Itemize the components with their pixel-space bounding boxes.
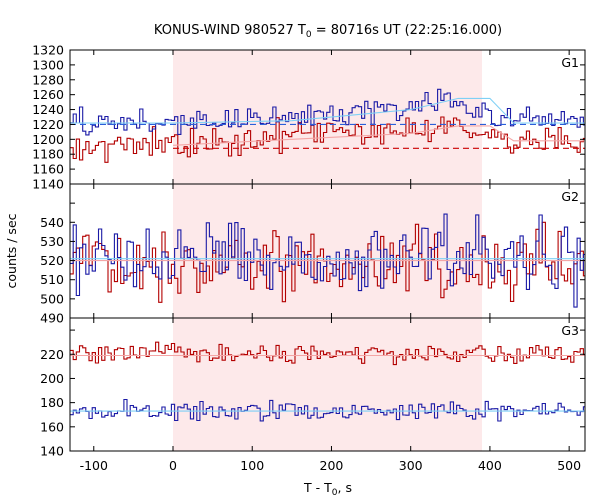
- y-tick-label: 520: [40, 253, 64, 268]
- y-tick-label: 1320: [32, 43, 64, 58]
- y-tick-label: 1200: [32, 132, 64, 147]
- x-axis-label-rest: , s: [338, 480, 352, 495]
- chart-title: KONUS-WIND 980527 T0 = 80716s UT (22:25:…: [154, 23, 502, 40]
- x-tick-label: 100: [240, 458, 264, 473]
- panel-label-G2: G2: [561, 189, 579, 204]
- fit-line-G1-0: [70, 97, 585, 124]
- y-tick-label: 1260: [32, 87, 64, 102]
- y-tick-label: 220: [40, 347, 64, 362]
- y-tick-label: 160: [40, 419, 64, 434]
- y-tick-label: 140: [40, 444, 64, 459]
- x-axis-label: T - T0, s: [303, 480, 352, 498]
- panel-frame-G3: [69, 317, 586, 452]
- y-tick-label: 200: [40, 371, 64, 386]
- y-tick-label: 510: [40, 272, 64, 287]
- x-axis-label-subscript: 0: [332, 488, 338, 498]
- series-G1-blue: [70, 88, 585, 136]
- x-tick-label: 200: [320, 458, 344, 473]
- panel-data-G2: [70, 213, 585, 308]
- panel-data-G1: [70, 88, 585, 163]
- y-tick-label: 180: [40, 395, 64, 410]
- series-G3-blue: [70, 398, 585, 422]
- plot-area: 1140116011801200122012401260128013001320…: [32, 43, 586, 473]
- y-tick-label: 1240: [32, 102, 64, 117]
- y-tick-label: 530: [40, 234, 64, 249]
- y-tick-label: 1300: [32, 57, 64, 72]
- panel-label-G3: G3: [561, 323, 579, 338]
- panel-label-G1: G1: [561, 55, 579, 70]
- series-G3-red: [70, 341, 585, 366]
- y-tick-label: 490: [40, 311, 64, 326]
- series-G1-red: [70, 116, 585, 163]
- y-axis-label: counts / sec: [4, 213, 19, 288]
- panel-data-G3: [70, 341, 585, 422]
- y-tick-label: 540: [40, 215, 64, 230]
- burst-interval-band: [173, 318, 482, 451]
- x-tick-label: -100: [80, 458, 108, 473]
- x-axis-label-main: T - T: [303, 480, 332, 495]
- chart-title-rest: = 80716s UT (22:25:16.000): [312, 23, 502, 38]
- y-tick-label: 1220: [32, 117, 64, 132]
- y-tick-label: 1140: [32, 177, 64, 192]
- chart-title-main: KONUS-WIND 980527 T: [154, 23, 306, 38]
- y-tick-label: 1280: [32, 72, 64, 87]
- x-tick-label: 500: [557, 458, 581, 473]
- series-G2-blue: [70, 213, 585, 308]
- x-tick-label: 300: [399, 458, 423, 473]
- x-tick-label: 0: [169, 458, 177, 473]
- y-tick-label: 1160: [32, 162, 64, 177]
- y-tick-label: 1180: [32, 147, 64, 162]
- fit-line-G1-1: [172, 125, 585, 146]
- y-tick-label: 500: [40, 291, 64, 306]
- chart-title-subscript: 0: [306, 30, 312, 40]
- burst-interval-band: [173, 184, 482, 318]
- x-tick-label: 400: [478, 458, 502, 473]
